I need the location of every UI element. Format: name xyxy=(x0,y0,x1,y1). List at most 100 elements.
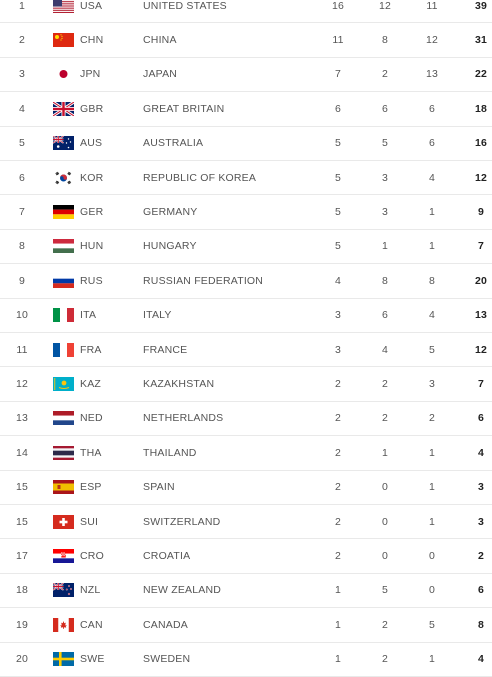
country-code-cell: FRA xyxy=(80,343,102,356)
bronze-count-cell: 13 xyxy=(425,68,439,81)
country-code-cell: KAZ xyxy=(80,378,102,391)
gold-count-cell: 1 xyxy=(334,618,342,631)
bronze-count-cell: 0 xyxy=(428,584,436,597)
gold-count-cell: 6 xyxy=(334,102,342,115)
country-code-cell: NZL xyxy=(80,584,101,597)
table-row[interactable]: 4 GBR GREAT BRITAIN 6 6 6 18 xyxy=(0,92,492,127)
gold-count-cell: 11 xyxy=(332,34,344,47)
rank-cell: 4 xyxy=(18,102,26,115)
total-count-cell: 3 xyxy=(477,515,485,528)
silver-count-cell: 1 xyxy=(381,240,389,253)
cn-flag-icon xyxy=(53,33,74,48)
rank-cell: 15 xyxy=(15,515,29,528)
country-name-cell[interactable]: NETHERLANDS xyxy=(143,412,224,425)
country-name-cell[interactable]: CROATIA xyxy=(143,550,191,563)
kr-flag-icon xyxy=(53,170,74,185)
country-name-cell[interactable]: CANADA xyxy=(143,618,188,631)
se-flag-icon xyxy=(53,652,74,667)
table-row[interactable]: 6 KOR REPUBLIC OF KOREA 5 3 4 12 xyxy=(0,161,492,196)
silver-count-cell: 2 xyxy=(381,653,389,666)
country-name-cell[interactable]: HUNGARY xyxy=(143,240,197,253)
kz-flag-icon xyxy=(53,377,74,392)
country-name-cell[interactable]: REPUBLIC OF KOREA xyxy=(143,171,257,184)
country-name-cell[interactable]: UNITED STATES xyxy=(143,0,227,12)
country-name-cell[interactable]: RUSSIAN FEDERATION xyxy=(143,274,264,287)
country-name-cell[interactable]: KAZAKHSTAN xyxy=(143,378,215,391)
us-flag-icon xyxy=(53,0,74,13)
total-count-cell: 20 xyxy=(474,274,488,287)
silver-count-cell: 1 xyxy=(381,446,389,459)
country-name-cell[interactable]: SWITZERLAND xyxy=(143,515,221,528)
table-row[interactable]: 18 NZL NEW ZEALAND 1 5 0 6 xyxy=(0,574,492,609)
country-code-cell: AUS xyxy=(80,137,103,150)
rank-cell: 17 xyxy=(15,550,29,563)
country-name-cell[interactable]: SWEDEN xyxy=(143,653,191,666)
table-row[interactable]: 9 RUS RUSSIAN FEDERATION 4 8 8 20 xyxy=(0,264,492,299)
bronze-count-cell: 1 xyxy=(428,481,436,494)
rank-cell: 18 xyxy=(15,584,29,597)
it-flag-icon xyxy=(53,308,74,323)
table-row[interactable]: 12 KAZ KAZAKHSTAN 2 2 3 7 xyxy=(0,367,492,402)
country-code-cell: SUI xyxy=(80,515,99,528)
country-name-cell[interactable]: THAILAND xyxy=(143,446,197,459)
total-count-cell: 6 xyxy=(477,584,485,597)
total-count-cell: 12 xyxy=(474,171,488,184)
bronze-count-cell: 3 xyxy=(428,378,436,391)
bronze-count-cell: 0 xyxy=(428,550,436,563)
th-flag-icon xyxy=(53,445,74,460)
rank-cell: 13 xyxy=(15,412,29,425)
country-name-cell[interactable]: SPAIN xyxy=(143,481,175,494)
table-row[interactable]: 10 ITA ITALY 3 6 4 13 xyxy=(0,299,492,333)
bronze-count-cell: 12 xyxy=(425,34,439,47)
table-row[interactable]: 15 ESP SPAIN 2 0 1 3 xyxy=(0,471,492,505)
table-row[interactable]: 11 FRA FRANCE 3 4 5 12 xyxy=(0,333,492,368)
total-count-cell: 12 xyxy=(474,343,488,356)
country-name-cell[interactable]: CHINA xyxy=(143,34,177,47)
bronze-count-cell: 6 xyxy=(428,137,436,150)
table-row[interactable]: 5 AUS AUSTRALIA 5 5 6 16 xyxy=(0,127,492,161)
bronze-count-cell: 1 xyxy=(428,240,436,253)
table-row[interactable]: 8 HUN HUNGARY 5 1 1 7 xyxy=(0,230,492,265)
table-row[interactable]: 13 NED NETHERLANDS 2 2 2 6 xyxy=(0,402,492,437)
table-row[interactable]: 14 THA THAILAND 2 1 1 4 xyxy=(0,436,492,471)
table-row[interactable]: 19 CAN CANADA 1 2 5 8 xyxy=(0,608,492,643)
gold-count-cell: 2 xyxy=(334,550,342,563)
table-row[interactable]: 1 USA UNITED STATES 16 12 11 39 xyxy=(0,0,492,24)
gold-count-cell: 2 xyxy=(334,481,342,494)
country-code-cell: USA xyxy=(80,0,103,12)
bronze-count-cell: 1 xyxy=(428,515,436,528)
country-name-cell[interactable]: ITALY xyxy=(143,309,172,322)
silver-count-cell: 12 xyxy=(378,0,392,12)
country-name-cell[interactable]: NEW ZEALAND xyxy=(143,584,222,597)
total-count-cell: 3 xyxy=(477,481,485,494)
bronze-count-cell: 5 xyxy=(428,343,436,356)
country-name-cell[interactable]: JAPAN xyxy=(143,68,178,81)
total-count-cell: 39 xyxy=(474,0,488,12)
ch-flag-icon xyxy=(53,514,74,529)
rank-cell: 9 xyxy=(18,274,26,287)
table-row[interactable]: 7 GER GERMANY 5 3 1 9 xyxy=(0,195,492,230)
country-name-cell[interactable]: GERMANY xyxy=(143,206,198,219)
country-name-cell[interactable]: AUSTRALIA xyxy=(143,137,204,150)
country-name-cell[interactable]: FRANCE xyxy=(143,343,188,356)
silver-count-cell: 5 xyxy=(381,137,389,150)
rank-cell: 11 xyxy=(16,343,28,356)
table-row[interactable]: 3 JPN JAPAN 7 2 13 22 xyxy=(0,58,492,93)
table-row[interactable]: 20 SWE SWEDEN 1 2 1 4 xyxy=(0,643,492,677)
table-row[interactable]: 2 CHN CHINA 11 8 12 31 xyxy=(0,23,492,58)
table-row[interactable]: 17 CRO CROATIA 2 0 0 2 xyxy=(0,539,492,574)
table-row[interactable]: 15 SUI SWITZERLAND 2 0 1 3 xyxy=(0,505,492,540)
total-count-cell: 8 xyxy=(477,618,485,631)
country-code-cell: KOR xyxy=(80,171,104,184)
total-count-cell: 18 xyxy=(474,102,488,115)
rank-cell: 20 xyxy=(15,653,29,666)
country-name-cell[interactable]: GREAT BRITAIN xyxy=(143,102,225,115)
silver-count-cell: 5 xyxy=(381,584,389,597)
bronze-count-cell: 11 xyxy=(426,0,438,12)
total-count-cell: 13 xyxy=(474,309,488,322)
silver-count-cell: 0 xyxy=(381,515,389,528)
bronze-count-cell: 1 xyxy=(428,653,436,666)
gold-count-cell: 5 xyxy=(334,240,342,253)
total-count-cell: 4 xyxy=(477,653,485,666)
